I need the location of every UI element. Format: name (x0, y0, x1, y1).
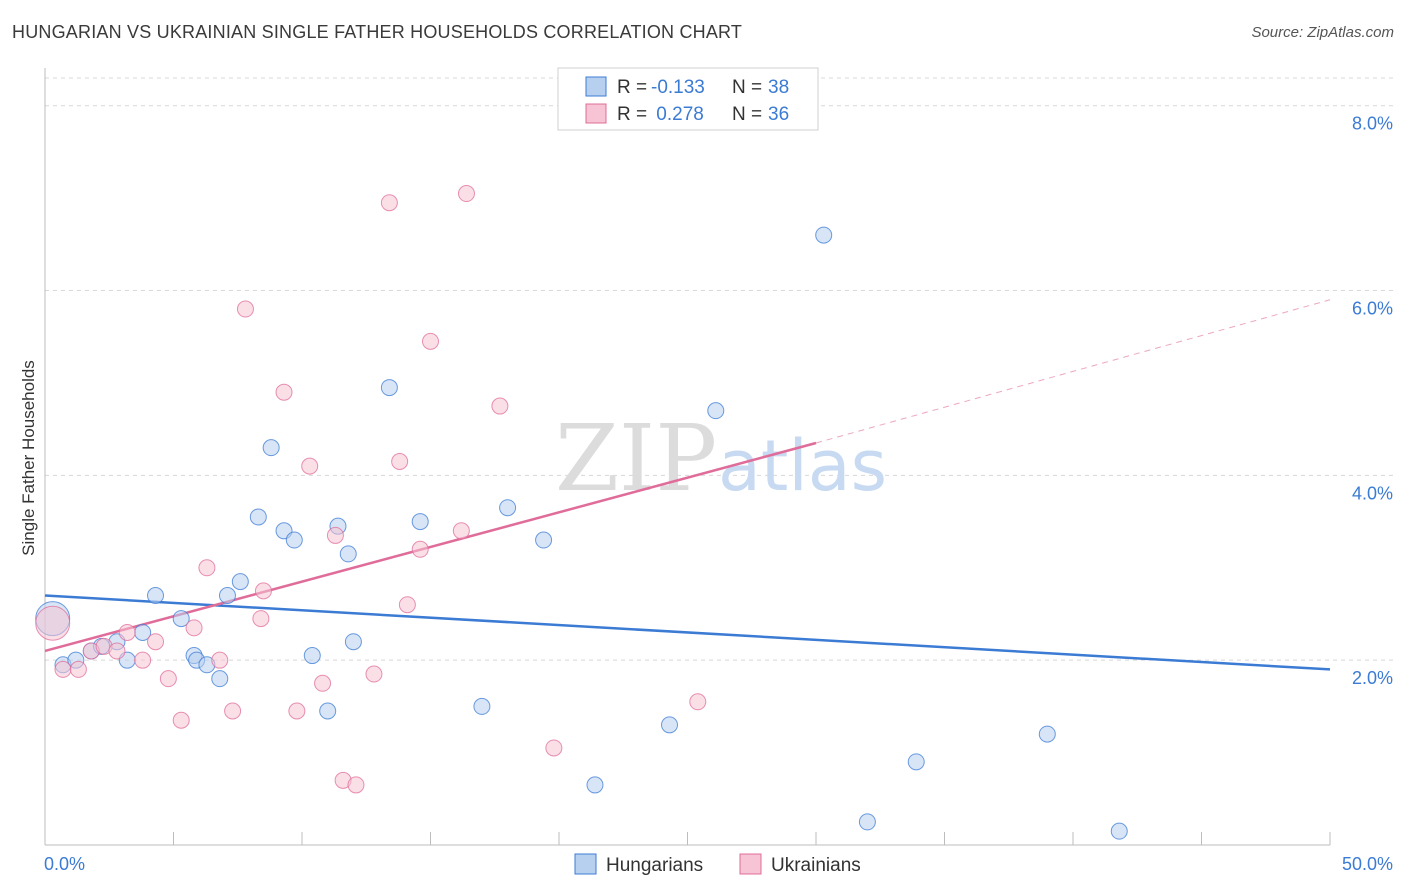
point-hungarians (344, 633, 362, 651)
point-ukrainians (275, 383, 293, 401)
x-tick-label-max: 50.0% (1342, 854, 1393, 874)
point-ukrainians (491, 397, 509, 415)
legend-n-label-2: N = (732, 104, 762, 125)
point-ukrainians (134, 651, 152, 669)
point-ukrainians (314, 674, 332, 692)
point-ukrainians (301, 457, 319, 475)
point-ukrainians (69, 660, 87, 678)
watermark: ZIP atlas (555, 405, 887, 512)
source-label: Source: ZipAtlas.com (1251, 24, 1394, 41)
point-hungarians (231, 573, 249, 591)
y-tick-label: 6.0% (1352, 299, 1393, 319)
legend-n-value-1: 38 (768, 77, 789, 98)
point-ukrainians (326, 526, 344, 544)
y-tick-label: 8.0% (1352, 114, 1393, 134)
point-ukrainians (365, 665, 383, 683)
series-legend-hungarians: Hungarians (606, 855, 703, 876)
legend-r-value-1: -0.133 (651, 77, 705, 98)
y-axis-title: Single Father Households (19, 360, 38, 556)
point-hungarians (535, 531, 553, 549)
point-ukrainians (380, 194, 398, 212)
point-ukrainians (254, 582, 272, 600)
point-ukrainians (422, 332, 439, 350)
trend-line-ukrainians-projection (815, 299, 1331, 444)
legend-n-label-1: N = (732, 77, 762, 98)
point-ukrainians (391, 453, 409, 470)
point-ukrainians (252, 610, 270, 628)
legend-swatch-ukrainians (585, 103, 607, 124)
point-hungarians (172, 610, 190, 628)
grid (45, 77, 1393, 661)
legend-n-value-2: 36 (768, 104, 789, 125)
legend-r-label-2: R = (617, 104, 647, 125)
point-hungarians (499, 499, 517, 517)
point-ukrainians (545, 739, 563, 757)
point-ukrainians (224, 702, 242, 720)
point-ukrainians (689, 693, 707, 711)
point-hungarians (147, 586, 165, 604)
x-ticks (44, 832, 1331, 845)
point-hungarians (1110, 822, 1128, 840)
point-ukrainians (452, 522, 470, 540)
point-hungarians (249, 508, 267, 526)
legend-r-value-2: 0.278 (651, 104, 704, 125)
chart-title: HUNGARIAN VS UKRAINIAN SINGLE FATHER HOU… (12, 22, 743, 42)
point-hungarians (907, 753, 925, 771)
y-tick-label: 4.0% (1352, 483, 1393, 503)
series-legend-ukrainians: Ukrainians (771, 855, 861, 876)
point-hungarians (319, 702, 337, 720)
point-ukrainians (411, 540, 429, 558)
point-ukrainians (347, 776, 365, 794)
point-hungarians (218, 586, 236, 604)
point-hungarians (262, 439, 280, 457)
point-hungarians (586, 776, 604, 794)
point-hungarians (339, 545, 357, 563)
point-hungarians (1038, 725, 1056, 743)
point-ukrainians (398, 596, 416, 614)
point-ukrainians (159, 670, 177, 688)
x-tick-label-min: 0.0% (44, 854, 85, 874)
point-ukrainians (211, 651, 229, 669)
watermark-zip: ZIP (555, 405, 717, 512)
point-ukrainians (35, 605, 71, 641)
y-tick-label: 2.0% (1352, 668, 1393, 688)
point-ukrainians (185, 619, 203, 637)
trend-line-hungarians (44, 594, 1331, 671)
point-hungarians (858, 813, 876, 831)
point-hungarians (285, 531, 303, 549)
point-ukrainians (147, 633, 165, 651)
stats-legend: R = -0.133 N = 38 R = 0.278 N = 36 (557, 67, 819, 131)
point-ukrainians (54, 660, 72, 678)
legend-swatch-hungarians (585, 76, 607, 97)
legend-r-label-1: R = (617, 77, 647, 98)
point-hungarians (211, 670, 229, 688)
point-ukrainians (172, 711, 190, 729)
point-hungarians (661, 716, 679, 734)
point-ukrainians (288, 702, 306, 720)
point-hungarians (380, 379, 398, 397)
data-points (35, 185, 1128, 840)
point-ukrainians (236, 300, 254, 318)
point-ukrainians (118, 623, 136, 641)
watermark-atlas: atlas (718, 425, 887, 507)
point-ukrainians (457, 185, 475, 203)
trend-line-ukrainians (44, 441, 817, 653)
point-hungarians (473, 697, 491, 715)
series-legend-swatch-ukrainians (739, 853, 762, 875)
series-legend-swatch-hungarians (574, 853, 597, 875)
point-hungarians (411, 513, 429, 531)
series-legend: Hungarians Ukrainians (574, 853, 861, 876)
point-hungarians (815, 226, 833, 244)
point-ukrainians (198, 559, 216, 577)
point-hungarians (707, 402, 725, 420)
point-ukrainians (108, 642, 126, 660)
y-tick-labels: 2.0% 4.0% 6.0% 8.0% (1352, 114, 1393, 688)
point-hungarians (303, 647, 321, 665)
